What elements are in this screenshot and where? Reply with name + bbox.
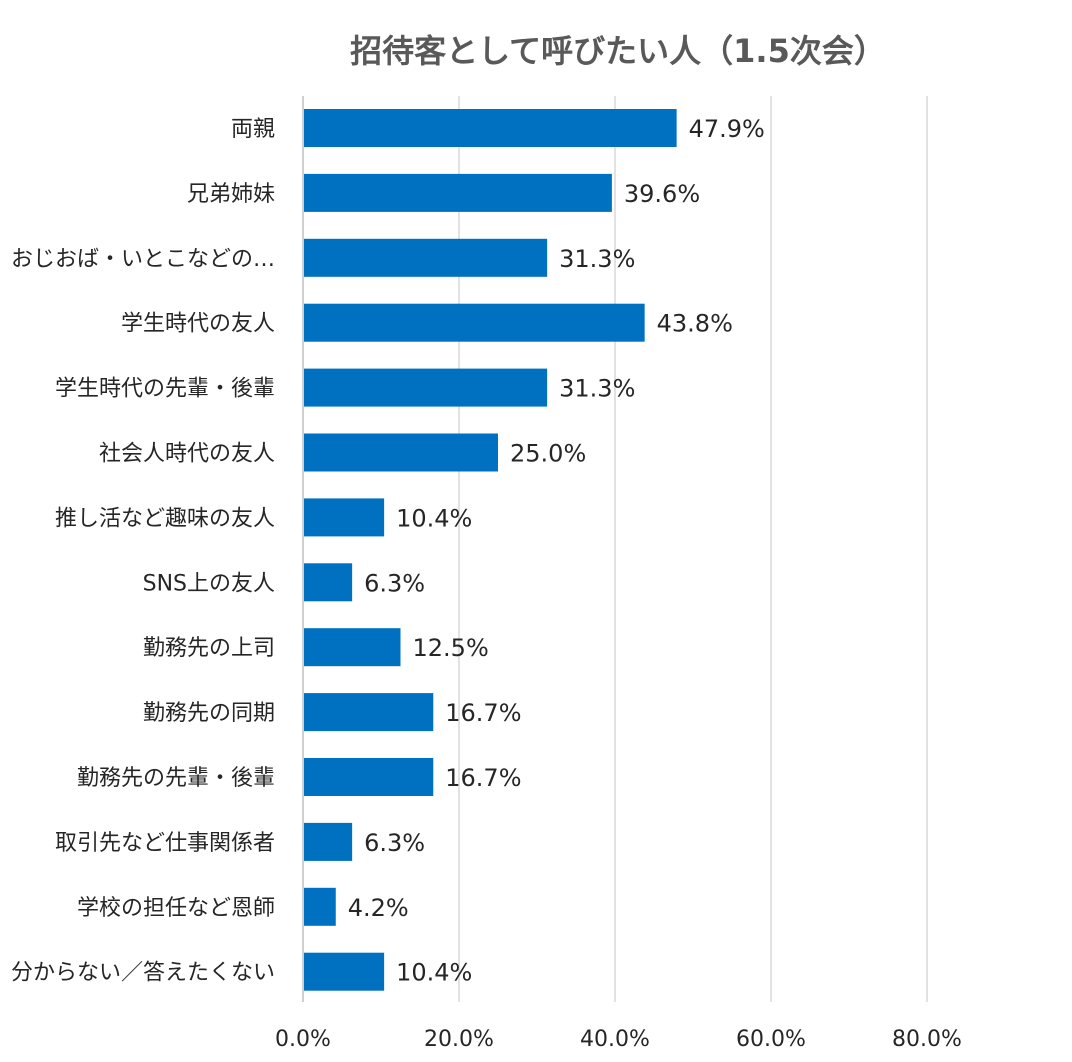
bar bbox=[304, 109, 677, 147]
x-tick-label: 20.0% bbox=[424, 1027, 494, 1052]
data-label: 43.8% bbox=[657, 310, 733, 338]
category-label: 学生時代の先輩・後輩 bbox=[55, 377, 275, 402]
category-label: 両親 bbox=[231, 117, 275, 142]
category-label: SNS上の友人 bbox=[143, 571, 275, 596]
category-label: 分からない／答えたくない bbox=[11, 961, 275, 986]
category-label: 社会人時代の友人 bbox=[99, 442, 275, 467]
x-tick-label: 80.0% bbox=[892, 1027, 962, 1052]
category-label: 兄弟姉妹 bbox=[187, 182, 275, 207]
data-label: 47.9% bbox=[689, 115, 765, 143]
bar bbox=[304, 498, 385, 537]
data-label: 31.3% bbox=[559, 375, 635, 403]
bar bbox=[304, 952, 385, 991]
bar bbox=[304, 368, 548, 407]
x-tick-label: 0.0% bbox=[275, 1027, 331, 1052]
data-label: 12.5% bbox=[413, 634, 489, 662]
category-label: 勤務先の先輩・後輩 bbox=[77, 766, 275, 791]
data-label: 39.6% bbox=[624, 180, 700, 208]
data-labels: 47.9% 39.6% 31.3% 43.8% 31.3% 25.0% 10.4% 6.3% 1… bbox=[348, 115, 765, 987]
chart-title: 招待客として呼びたい人（1.5次会） bbox=[350, 32, 886, 70]
bar bbox=[304, 238, 548, 277]
category-label: 学生時代の友人 bbox=[121, 312, 275, 337]
category-label: 取引先など仕事関係者 bbox=[55, 831, 275, 856]
x-axis-tick-labels: 0.0% 20.0% 40.0% 60.0% 80.0% bbox=[275, 1027, 962, 1052]
bar bbox=[304, 563, 353, 602]
category-label: おじおば・いとこなどの… bbox=[11, 247, 275, 272]
bar bbox=[304, 433, 498, 472]
data-label: 31.3% bbox=[559, 245, 635, 273]
category-label: 推し活など趣味の友人 bbox=[55, 506, 275, 531]
x-tick-label: 60.0% bbox=[736, 1027, 806, 1052]
bar bbox=[304, 822, 353, 861]
data-label: 16.7% bbox=[445, 764, 521, 792]
bars bbox=[304, 109, 677, 991]
bar bbox=[304, 887, 336, 926]
data-label: 6.3% bbox=[364, 569, 425, 597]
data-label: 6.3% bbox=[364, 829, 425, 857]
bar bbox=[304, 758, 434, 796]
data-label: 4.2% bbox=[348, 894, 409, 922]
bar bbox=[304, 693, 434, 732]
data-label: 10.4% bbox=[396, 959, 472, 987]
gridlines bbox=[302, 96, 928, 1002]
category-label: 勤務先の上司 bbox=[143, 636, 275, 661]
bar bbox=[304, 628, 401, 667]
x-tick-label: 40.0% bbox=[580, 1027, 650, 1052]
category-label: 学校の担任など恩師 bbox=[77, 896, 275, 921]
category-label: 勤務先の同期 bbox=[143, 701, 275, 726]
data-label: 16.7% bbox=[445, 699, 521, 727]
data-label: 25.0% bbox=[510, 440, 586, 468]
bar bbox=[304, 303, 645, 342]
data-label: 10.4% bbox=[396, 504, 472, 532]
bar bbox=[304, 173, 612, 212]
